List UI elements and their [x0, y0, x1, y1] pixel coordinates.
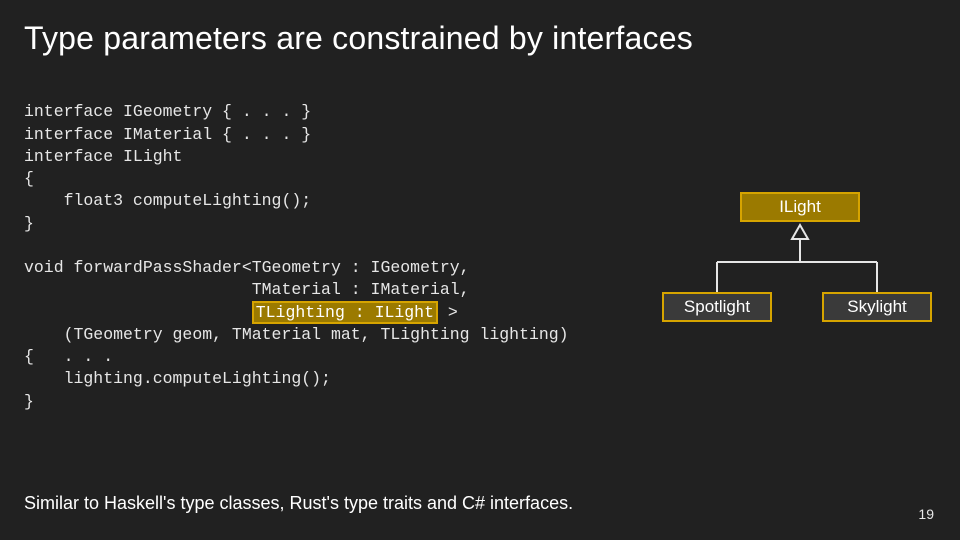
code-line: interface IMaterial { . . . } — [24, 125, 311, 144]
code-line: float3 computeLighting(); — [24, 191, 311, 210]
code-line: interface IGeometry { . . . } — [24, 102, 311, 121]
code-line: { . . . — [24, 347, 113, 366]
slide: Type parameters are constrained by inter… — [0, 0, 960, 540]
code-line-pre — [24, 303, 252, 322]
page-number: 19 — [918, 506, 934, 522]
code-highlight: TLighting : ILight — [252, 301, 438, 324]
footer-note: Similar to Haskell's type classes, Rust'… — [24, 493, 573, 514]
class-diagram: ILight Spotlight Skylight — [662, 192, 922, 362]
code-line: { — [24, 169, 34, 188]
code-line: } — [24, 392, 34, 411]
code-line: lighting.computeLighting(); — [24, 369, 331, 388]
slide-title: Type parameters are constrained by inter… — [24, 20, 936, 57]
diagram-parent-box: ILight — [740, 192, 860, 222]
code-line: TMaterial : IMaterial, — [24, 280, 470, 299]
code-line-post: > — [438, 303, 458, 322]
code-line: void forwardPassShader<TGeometry : IGeom… — [24, 258, 470, 277]
code-line: interface ILight — [24, 147, 182, 166]
code-line: (TGeometry geom, TMaterial mat, TLightin… — [24, 325, 569, 344]
code-line: } — [24, 214, 34, 233]
diagram-child-right: Skylight — [822, 292, 932, 322]
diagram-child-left: Spotlight — [662, 292, 772, 322]
